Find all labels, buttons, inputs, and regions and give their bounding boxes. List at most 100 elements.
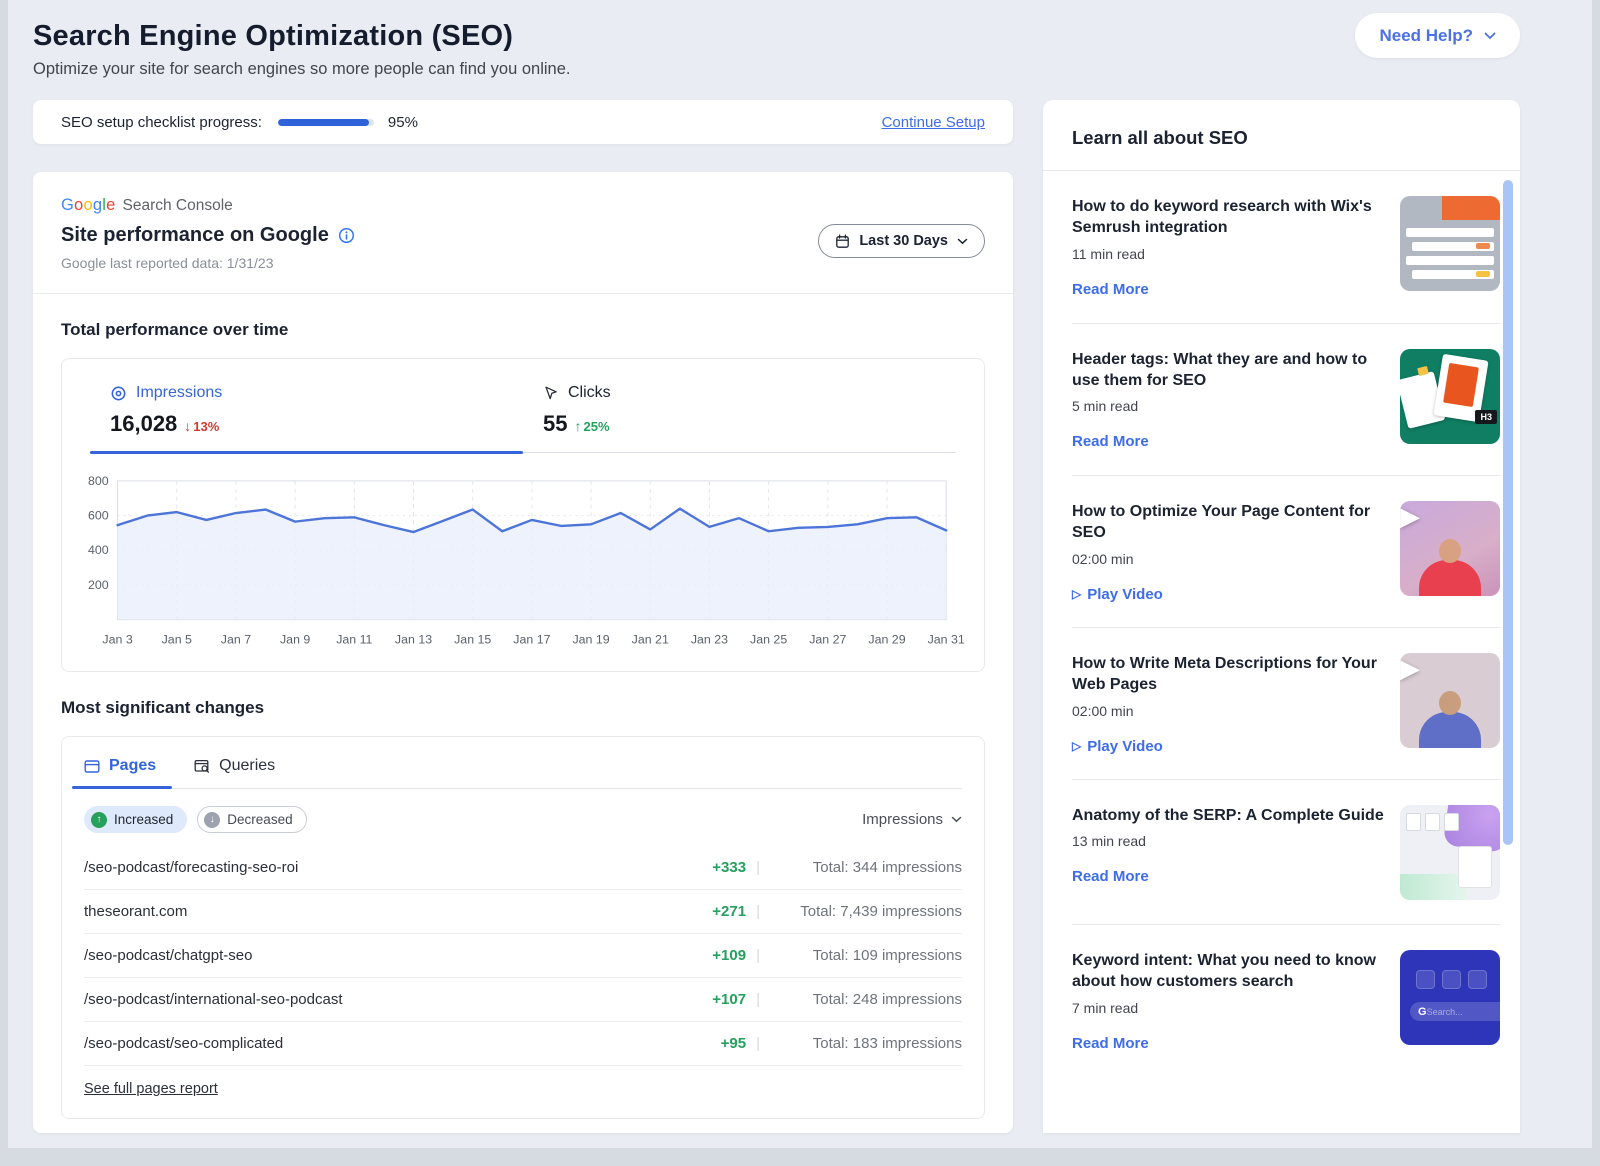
- article-thumbnail[interactable]: ▶: [1400, 653, 1500, 749]
- card-title: Site performance on Google: [61, 224, 329, 246]
- thumbnail-graphic: [1416, 970, 1435, 990]
- article-text: Keyword intent: What you need to know ab…: [1072, 950, 1384, 1053]
- tab-clicks[interactable]: Clicks 55 ↑ 25%: [523, 359, 956, 452]
- impressions-value-row: 16,028 ↓ 13%: [110, 411, 523, 437]
- article-action-label: Read More: [1072, 280, 1149, 298]
- checklist-progress-fill: [277, 118, 370, 126]
- article-action-link[interactable]: ▷ Play Video: [1072, 586, 1163, 603]
- thumbnail-graphic: [1406, 228, 1494, 237]
- page-path[interactable]: /seo-podcast/international-seo-podcast: [84, 991, 343, 1009]
- thumbnail-graphic: [1417, 365, 1429, 376]
- thumbnail-graphic: [1458, 846, 1492, 889]
- seo-dashboard-page: Search Engine Optimization (SEO) Optimiz…: [8, 0, 1592, 1148]
- thumbnail-graphic: [1444, 813, 1459, 832]
- article-thumbnail[interactable]: [1400, 196, 1500, 291]
- google-logo-letter: e: [106, 196, 116, 214]
- clicks-delta: ↑ 25%: [574, 418, 609, 434]
- sort-label: Impressions: [862, 811, 943, 829]
- thumbnail-graphic: H3: [1475, 409, 1497, 424]
- page-path[interactable]: theseorant.com: [84, 903, 188, 921]
- full-report-link[interactable]: See full pages report: [84, 1081, 218, 1098]
- sort-dropdown[interactable]: Impressions: [862, 811, 962, 828]
- main-column: SEO setup checklist progress: 95% Contin…: [33, 100, 1013, 1134]
- info-icon[interactable]: [338, 227, 355, 244]
- thumbnail-graphic: [1439, 539, 1461, 564]
- scrollbar-thumb[interactable]: [1503, 180, 1513, 845]
- thumbnail-graphic: [1443, 362, 1479, 407]
- svg-text:Jan 15: Jan 15: [454, 632, 491, 646]
- svg-text:Jan 11: Jan 11: [336, 632, 372, 646]
- section-title-performance: Total performance over time: [61, 320, 289, 339]
- thumbnail-graphic: [1425, 813, 1440, 832]
- article-title: How to Optimize Your Page Content for SE…: [1072, 503, 1371, 542]
- article-action-label: Read More: [1072, 868, 1149, 886]
- article-action-link[interactable]: Read More: [1072, 433, 1149, 450]
- svg-text:Jan 21: Jan 21: [632, 632, 669, 646]
- page-path[interactable]: /seo-podcast/seo-complicated: [84, 1035, 284, 1053]
- filter-decreased[interactable]: ↓ Decreased: [197, 806, 307, 834]
- change-value: +107: [712, 991, 747, 1009]
- tab-queries-label: Queries: [219, 757, 276, 775]
- chevron-down-icon: [957, 238, 968, 244]
- row-separator: |: [756, 859, 760, 877]
- article-action-link[interactable]: Read More: [1072, 281, 1149, 298]
- thumbnail-graphic: [1468, 970, 1487, 990]
- svg-text:Jan 29: Jan 29: [868, 632, 905, 646]
- page-header: Search Engine Optimization (SEO) Optimiz…: [8, 0, 1592, 100]
- svg-text:Jan 27: Jan 27: [809, 632, 846, 646]
- clicks-delta-value: 25%: [583, 419, 610, 434]
- total-impressions: Total: 7,439 impressions: [800, 903, 962, 921]
- card-title-row: Site performance on Google: [61, 224, 355, 247]
- last-reported-text: Google last reported data: 1/31/23: [61, 255, 274, 271]
- line-chart-svg: Jan 3 Jan 5 Jan 7 Jan 9 Jan 11 Jan 13 Jan 15 Ja…: [88, 474, 965, 647]
- need-help-button[interactable]: Need Help?: [1355, 13, 1520, 58]
- clicks-label-row: Clicks: [543, 384, 956, 402]
- article-meta: 11 min read: [1072, 245, 1145, 262]
- article-action-link[interactable]: ▷ Play Video: [1072, 738, 1163, 755]
- thumbnail-graphic: [1442, 970, 1461, 990]
- article-title: Keyword intent: What you need to know ab…: [1072, 952, 1376, 991]
- section-title-changes: Most significant changes: [61, 698, 265, 718]
- performance-chart-panel: Impressions 16,028 ↓ 13%: [61, 358, 985, 673]
- thumbnail-graphic: [1406, 256, 1494, 265]
- tab-queries[interactable]: Queries: [194, 757, 275, 788]
- article-action-label: Read More: [1072, 1034, 1149, 1052]
- row-separator: |: [756, 991, 760, 1009]
- card-header-text: Google Search Console Site performance o…: [61, 196, 355, 271]
- article-thumbnail[interactable]: H3: [1400, 348, 1500, 444]
- article-meta: 5 min read: [1072, 398, 1139, 415]
- page-path[interactable]: /seo-podcast/forecasting-seo-roi: [84, 859, 299, 877]
- article-thumbnail[interactable]: [1400, 805, 1500, 901]
- thumbnail-graphic: [1476, 271, 1490, 277]
- changes-tabs: Pages Queries: [71, 737, 962, 790]
- total-impressions: Total: 248 impressions: [812, 991, 962, 1009]
- google-logo-word: Google: [61, 196, 115, 215]
- date-range-button[interactable]: Last 30 Days: [818, 224, 985, 258]
- seo-checklist-banner: SEO setup checklist progress: 95% Contin…: [33, 100, 1013, 144]
- article-thumbnail[interactable]: ▶: [1400, 501, 1500, 597]
- clicks-value: 55: [543, 411, 568, 436]
- article-thumbnail[interactable]: GSearch...: [1400, 950, 1500, 1046]
- thumbnail-graphic: [1412, 242, 1494, 251]
- significant-changes-panel: Pages Queries ↑ Increased ↓: [61, 736, 985, 1120]
- page-subtitle: Optimize your site for search engines so…: [33, 60, 571, 78]
- tab-pages[interactable]: Pages: [71, 757, 173, 790]
- svg-text:Jan 23: Jan 23: [691, 632, 728, 646]
- thumbnail-graphic: GSearch...: [1410, 1002, 1500, 1022]
- checklist-progress-bar: [277, 118, 374, 126]
- chevron-down-icon: [1484, 32, 1496, 39]
- svg-text:600: 600: [88, 509, 109, 523]
- change-value: +333: [712, 859, 747, 877]
- article-action-link[interactable]: Read More: [1072, 868, 1149, 885]
- thumbnail-graphic: [1406, 813, 1421, 832]
- filter-increased-label: Increased: [114, 812, 174, 828]
- continue-setup-link[interactable]: Continue Setup: [881, 113, 985, 131]
- article-card: Header tags: What they are and how to us…: [1072, 322, 1500, 476]
- chevron-down-icon: [951, 817, 962, 823]
- filter-increased[interactable]: ↑ Increased: [84, 806, 188, 834]
- article-action-link[interactable]: Read More: [1072, 1035, 1149, 1052]
- tab-impressions[interactable]: Impressions 16,028 ↓ 13%: [90, 359, 523, 454]
- cursor-icon: [545, 386, 557, 400]
- page-path[interactable]: /seo-podcast/chatgpt-seo: [84, 947, 253, 965]
- checklist-progress-percent: 95%: [387, 113, 418, 131]
